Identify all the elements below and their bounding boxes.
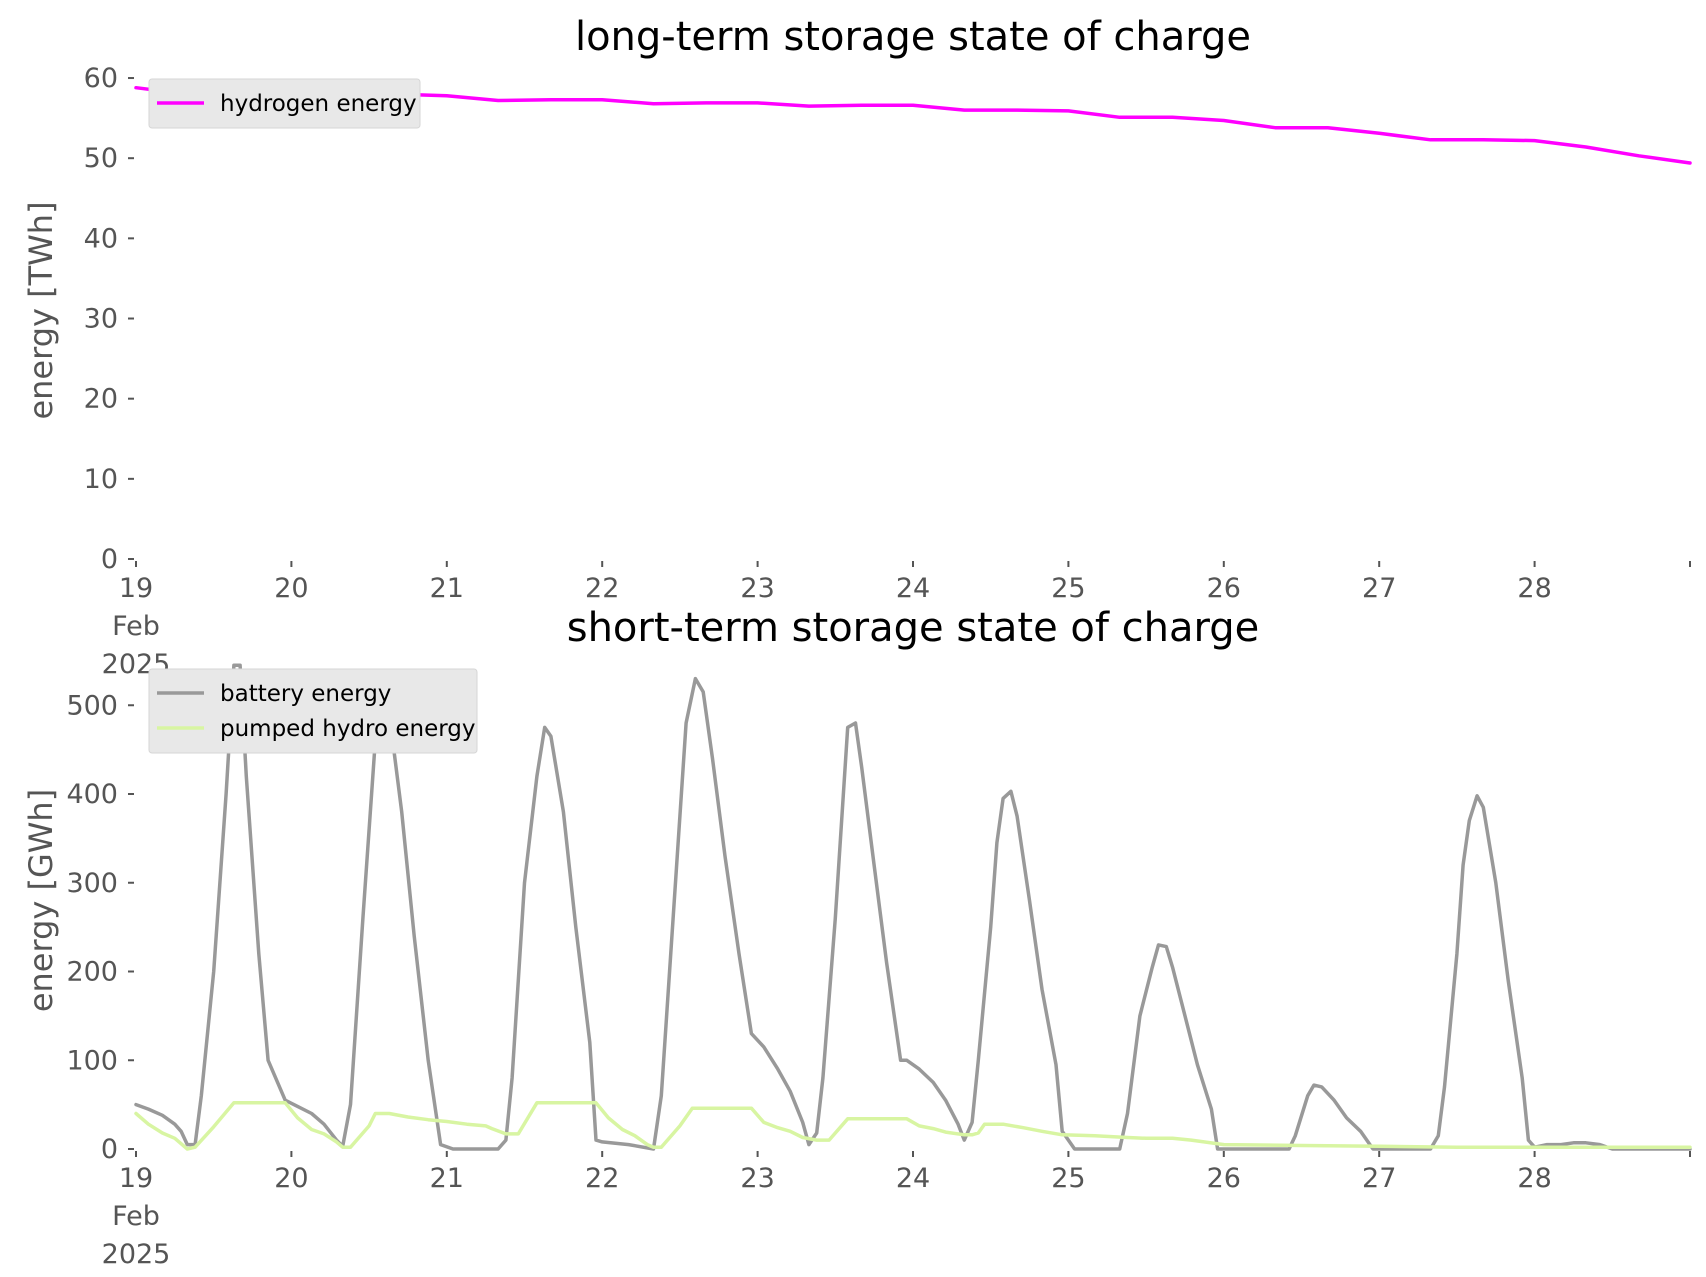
- y-tick-label: 10: [84, 464, 118, 495]
- long-term-storage-chart: long-term storage state of charge energy …: [22, 14, 1692, 680]
- y-tick-label: 50: [84, 143, 118, 174]
- x-tick-label: 20: [274, 573, 308, 604]
- x-tick-label: 21: [430, 573, 464, 604]
- chart-title: long-term storage state of charge: [575, 14, 1251, 60]
- y-tick-label: 30: [84, 304, 118, 335]
- y-tick-label: 0: [101, 1134, 118, 1165]
- legend-box: [148, 668, 478, 754]
- x-tick-label: 26: [1207, 573, 1241, 604]
- series-line-battery-energy: [134, 663, 1692, 1151]
- chart-title: short-term storage state of charge: [567, 605, 1260, 651]
- y-axis-label: energy [TWh]: [22, 201, 60, 419]
- x-tick-label: 22: [585, 573, 619, 604]
- series-line-pumped-hydro-energy: [134, 1101, 1692, 1151]
- x-tick-label: Feb: [112, 1201, 160, 1232]
- x-tick-label: 21: [430, 1163, 464, 1194]
- legend-label: hydrogen energy: [220, 91, 417, 117]
- x-tick-label: 2025: [102, 1239, 171, 1270]
- y-tick-label: 60: [84, 63, 118, 94]
- y-tick-label: 0: [101, 544, 118, 575]
- y-tick-label: 40: [84, 223, 118, 254]
- y-axis-label: energy [GWh]: [22, 789, 60, 1012]
- legend-box: [148, 78, 421, 129]
- x-tick-label: 22: [585, 1163, 619, 1194]
- x-tick-label: 27: [1362, 573, 1396, 604]
- x-tick-label: 20: [274, 1163, 308, 1194]
- y-tick-label: 300: [66, 868, 118, 899]
- x-tick-label: 24: [896, 573, 930, 604]
- x-tick-label: 28: [1517, 1163, 1551, 1194]
- x-tick-label: 25: [1051, 1163, 1085, 1194]
- x-tick-label: 27: [1362, 1163, 1396, 1194]
- y-tick-label: 20: [84, 384, 118, 415]
- y-tick-label: 500: [66, 690, 118, 721]
- x-tick-label: 19: [119, 573, 153, 604]
- x-tick-label: 23: [740, 1163, 774, 1194]
- x-tick-label: 19: [119, 1163, 153, 1194]
- x-tick-label: 23: [740, 573, 774, 604]
- short-term-storage-chart: short-term storage state of charge energy…: [22, 605, 1692, 1270]
- x-tick-label: 28: [1517, 573, 1551, 604]
- x-tick-label: 26: [1207, 1163, 1241, 1194]
- y-tick-label: 200: [66, 957, 118, 988]
- y-tick-label: 100: [66, 1045, 118, 1076]
- x-tick-label: 24: [896, 1163, 930, 1194]
- x-tick-label: Feb: [112, 611, 160, 642]
- legend-label: battery energy: [220, 681, 391, 707]
- x-tick-label: 25: [1051, 573, 1085, 604]
- y-tick-label: 400: [66, 779, 118, 810]
- legend-label: pumped hydro energy: [220, 716, 476, 742]
